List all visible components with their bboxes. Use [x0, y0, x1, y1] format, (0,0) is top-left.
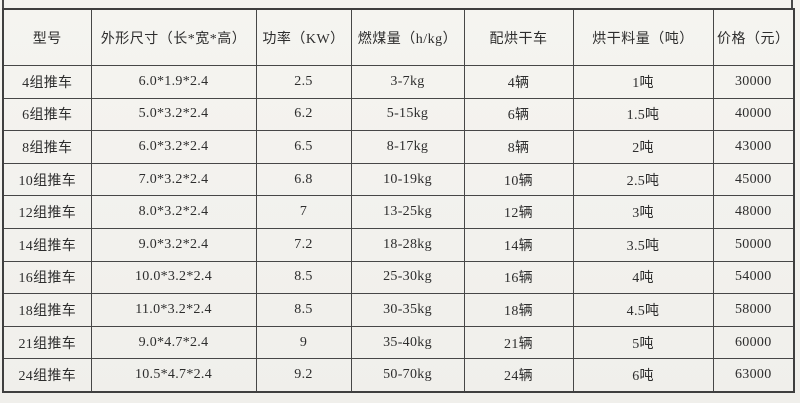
cell-power: 6.5	[255, 130, 352, 164]
cell-capacity: 1.5吨	[572, 97, 714, 132]
table-row: 24组推车 10.5*4.7*2.4 9.2 50-70kg 24辆 6吨 63…	[2, 358, 795, 393]
column-header-model: 型号	[2, 8, 92, 66]
cell-price: 45000	[712, 162, 795, 197]
cell-power: 6.8	[255, 162, 352, 197]
cell-dimensions: 9.0*3.2*2.4	[90, 227, 257, 262]
cell-drying-carts: 24辆	[463, 358, 574, 393]
cell-dimensions: 11.0*3.2*2.4	[90, 293, 257, 327]
cell-coal-usage: 30-35kg	[350, 293, 465, 327]
cell-coal-usage: 25-30kg	[350, 260, 465, 295]
cell-drying-carts: 8辆	[463, 130, 574, 164]
cell-model: 10组推车	[2, 162, 92, 197]
cell-coal-usage: 8-17kg	[350, 130, 465, 164]
cell-model: 21组推车	[2, 325, 92, 360]
cell-capacity: 1吨	[572, 65, 714, 99]
cell-drying-carts: 16辆	[463, 260, 574, 295]
cell-dimensions: 6.0*3.2*2.4	[90, 130, 257, 164]
cell-power: 8.5	[255, 293, 352, 327]
cell-model: 14组推车	[2, 227, 92, 262]
cell-dimensions: 8.0*3.2*2.4	[90, 195, 257, 229]
cell-coal-usage: 35-40kg	[350, 325, 465, 360]
table-row: 8组推车 6.0*3.2*2.4 6.5 8-17kg 8辆 2吨 43000	[2, 130, 795, 164]
table-row: 12组推车 8.0*3.2*2.4 7 13-25kg 12辆 3吨 48000	[2, 195, 795, 229]
header-row: 型号 外形尺寸（长*宽*高） 功率（KW） 燃煤量（h/kg） 配烘干车 烘干料…	[2, 8, 795, 66]
cell-price: 54000	[712, 260, 795, 295]
cell-coal-usage: 13-25kg	[350, 195, 465, 229]
cell-model: 4组推车	[2, 65, 92, 99]
cell-capacity: 4吨	[572, 260, 714, 295]
cell-model: 8组推车	[2, 130, 92, 164]
cell-drying-carts: 12辆	[463, 195, 574, 229]
cell-price: 48000	[712, 195, 795, 229]
cell-drying-carts: 14辆	[463, 227, 574, 262]
cell-model: 6组推车	[2, 97, 92, 132]
cell-dimensions: 5.0*3.2*2.4	[90, 97, 257, 132]
column-header-price: 价格（元）	[712, 8, 795, 66]
cell-dimensions: 9.0*4.7*2.4	[90, 325, 257, 360]
cell-price: 40000	[712, 97, 795, 132]
cell-model: 12组推车	[2, 195, 92, 229]
column-header-power: 功率（KW）	[255, 8, 352, 66]
cell-drying-carts: 21辆	[463, 325, 574, 360]
cell-power: 8.5	[255, 260, 352, 295]
cell-drying-carts: 18辆	[463, 293, 574, 327]
cell-capacity: 3.5吨	[572, 227, 714, 262]
cell-power: 6.2	[255, 97, 352, 132]
column-header-dimensions: 外形尺寸（长*宽*高）	[90, 8, 257, 66]
cell-capacity: 3吨	[572, 195, 714, 229]
cell-model: 18组推车	[2, 293, 92, 327]
table-row: 4组推车 6.0*1.9*2.4 2.5 3-7kg 4辆 1吨 30000	[2, 65, 795, 99]
cell-dimensions: 6.0*1.9*2.4	[90, 65, 257, 99]
crop-line-top-right	[791, 0, 793, 9]
cell-power: 7	[255, 195, 352, 229]
cell-dimensions: 10.5*4.7*2.4	[90, 358, 257, 393]
spec-price-table: 型号 外形尺寸（长*宽*高） 功率（KW） 燃煤量（h/kg） 配烘干车 烘干料…	[2, 8, 795, 393]
cell-coal-usage: 50-70kg	[350, 358, 465, 393]
cell-power: 9.2	[255, 358, 352, 393]
cell-price: 30000	[712, 65, 795, 99]
cell-power: 7.2	[255, 227, 352, 262]
table-row: 14组推车 9.0*3.2*2.4 7.2 18-28kg 14辆 3.5吨 5…	[2, 227, 795, 262]
cell-drying-carts: 6辆	[463, 97, 574, 132]
cell-drying-carts: 10辆	[463, 162, 574, 197]
cell-coal-usage: 5-15kg	[350, 97, 465, 132]
column-header-capacity: 烘干料量（吨）	[572, 8, 714, 66]
cell-capacity: 5吨	[572, 325, 714, 360]
cell-dimensions: 10.0*3.2*2.4	[90, 260, 257, 295]
crop-line-top-left	[2, 0, 4, 9]
table-row: 6组推车 5.0*3.2*2.4 6.2 5-15kg 6辆 1.5吨 4000…	[2, 97, 795, 132]
cell-model: 24组推车	[2, 358, 92, 393]
cell-coal-usage: 18-28kg	[350, 227, 465, 262]
cell-price: 50000	[712, 227, 795, 262]
table-row: 21组推车 9.0*4.7*2.4 9 35-40kg 21辆 5吨 60000	[2, 325, 795, 360]
cell-price: 58000	[712, 293, 795, 327]
table-row: 10组推车 7.0*3.2*2.4 6.8 10-19kg 10辆 2.5吨 4…	[2, 162, 795, 197]
cell-price: 63000	[712, 358, 795, 393]
cell-power: 2.5	[255, 65, 352, 99]
cell-capacity: 6吨	[572, 358, 714, 393]
column-header-drying-carts: 配烘干车	[463, 8, 574, 66]
cell-coal-usage: 10-19kg	[350, 162, 465, 197]
table-row: 16组推车 10.0*3.2*2.4 8.5 25-30kg 16辆 4吨 54…	[2, 260, 795, 295]
cell-dimensions: 7.0*3.2*2.4	[90, 162, 257, 197]
cell-coal-usage: 3-7kg	[350, 65, 465, 99]
cell-price: 43000	[712, 130, 795, 164]
column-header-coal-usage: 燃煤量（h/kg）	[350, 8, 465, 66]
cell-capacity: 4.5吨	[572, 293, 714, 327]
cell-power: 9	[255, 325, 352, 360]
cell-model: 16组推车	[2, 260, 92, 295]
cell-capacity: 2.5吨	[572, 162, 714, 197]
cell-price: 60000	[712, 325, 795, 360]
table-row: 18组推车 11.0*3.2*2.4 8.5 30-35kg 18辆 4.5吨 …	[2, 293, 795, 327]
cell-capacity: 2吨	[572, 130, 714, 164]
cell-drying-carts: 4辆	[463, 65, 574, 99]
